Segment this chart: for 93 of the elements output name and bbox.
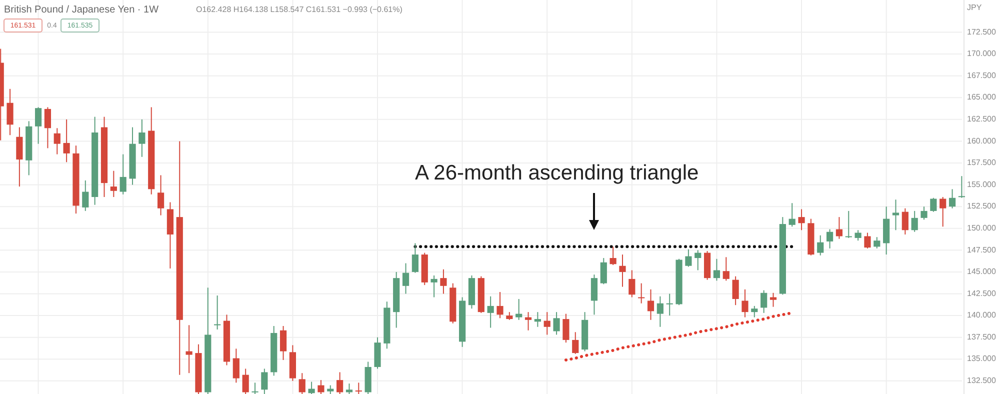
candlestick <box>544 312 550 336</box>
candlestick <box>524 312 532 331</box>
annotation: A 26-month ascending triangle <box>415 162 699 185</box>
candlestick <box>920 206 928 220</box>
candlestick <box>610 246 616 266</box>
candlestick <box>930 197 937 212</box>
candlestick <box>336 372 344 394</box>
candlestick <box>948 188 956 209</box>
y-axis-title: JPY <box>967 3 982 12</box>
candlestick <box>120 154 126 195</box>
candlestick <box>713 258 720 282</box>
candlestick <box>412 242 418 274</box>
annotation: O162.428 H164.138 L158.547 C161.531 −0.993 (−0.61%) <box>196 5 403 14</box>
candlestick <box>138 118 146 158</box>
candlestick <box>656 296 664 328</box>
candlestick <box>516 298 522 320</box>
y-tick-label: 170.000 <box>967 49 996 58</box>
candlestick <box>836 216 843 240</box>
y-tick-label: 137.500 <box>967 332 996 342</box>
candlestick <box>110 170 117 198</box>
candlestick <box>770 292 777 308</box>
candlestick <box>619 254 626 288</box>
candlestick <box>440 268 447 294</box>
y-tick-label: 160.000 <box>967 136 996 146</box>
y-tick-label: 147.500 <box>967 245 996 254</box>
candlestick <box>562 313 570 344</box>
candlestick <box>534 312 541 328</box>
candlestick <box>694 250 702 271</box>
y-tick-label: 155.000 <box>967 180 996 189</box>
candlestick <box>157 174 164 216</box>
candlestick <box>34 106 42 144</box>
candlestick <box>402 262 410 294</box>
candlestick <box>742 288 748 318</box>
candlestick <box>647 288 654 320</box>
y-tick-label: 142.500 <box>967 288 996 298</box>
candlestick <box>732 276 739 306</box>
y-tick-label: 172.500 <box>967 27 996 36</box>
candlestick <box>600 258 607 285</box>
candlestick <box>628 270 636 298</box>
candlestick <box>261 368 268 394</box>
y-tick-label: 145.000 <box>967 267 996 276</box>
candlestick <box>874 236 880 249</box>
y-tick-label: 135.000 <box>967 354 996 364</box>
candlestick <box>496 292 504 319</box>
y-tick-label: 150.000 <box>967 223 996 232</box>
candlestick <box>298 372 306 394</box>
candlestick <box>214 295 221 330</box>
candlestick <box>958 176 965 198</box>
candlestick <box>572 332 579 354</box>
candlestick <box>638 282 645 304</box>
y-tick-label: 165.000 <box>967 92 996 102</box>
candlestick <box>63 118 70 163</box>
candlestick <box>186 324 192 374</box>
candlestick <box>788 202 796 228</box>
candlestick <box>864 232 871 249</box>
candlestick <box>242 368 249 394</box>
candlestick <box>817 234 824 256</box>
candlestick <box>16 126 23 188</box>
candlestick <box>487 296 494 328</box>
candlestick <box>685 248 692 268</box>
text: British Pound / Japanese Yen · 1W <box>4 4 160 16</box>
candlestick <box>902 208 908 235</box>
candlestick <box>280 326 287 361</box>
candlestick <box>44 106 52 149</box>
candlestick <box>666 293 673 316</box>
y-tick-label: 152.500 <box>967 202 996 211</box>
y-tick-label: 167.500 <box>967 70 996 80</box>
candlestick <box>940 196 946 228</box>
candlestick <box>798 208 805 231</box>
candlestick <box>590 274 598 316</box>
candlestick <box>760 290 768 314</box>
y-tick-label: 162.500 <box>967 114 996 124</box>
y-tick-label: 132.500 <box>967 376 996 386</box>
candlestick <box>82 180 89 212</box>
candlestick <box>553 312 560 336</box>
candlestick <box>826 228 834 249</box>
candlestick <box>355 382 362 394</box>
candlestick <box>430 274 438 298</box>
candlestick <box>54 128 60 155</box>
candlestick <box>318 380 324 394</box>
candlestick <box>854 230 862 242</box>
candlestick <box>346 383 353 394</box>
candlestick <box>6 88 14 136</box>
candlestick <box>252 382 258 394</box>
candlestick <box>232 348 240 384</box>
candlestick <box>722 256 730 282</box>
y-tick-label: 140.000 <box>967 310 996 320</box>
y-tick-label: 157.500 <box>967 158 996 168</box>
candlestick <box>911 210 918 232</box>
candlestick <box>308 381 315 394</box>
candlestick <box>892 199 900 231</box>
candlestick <box>845 210 852 238</box>
candlestick <box>751 305 758 318</box>
